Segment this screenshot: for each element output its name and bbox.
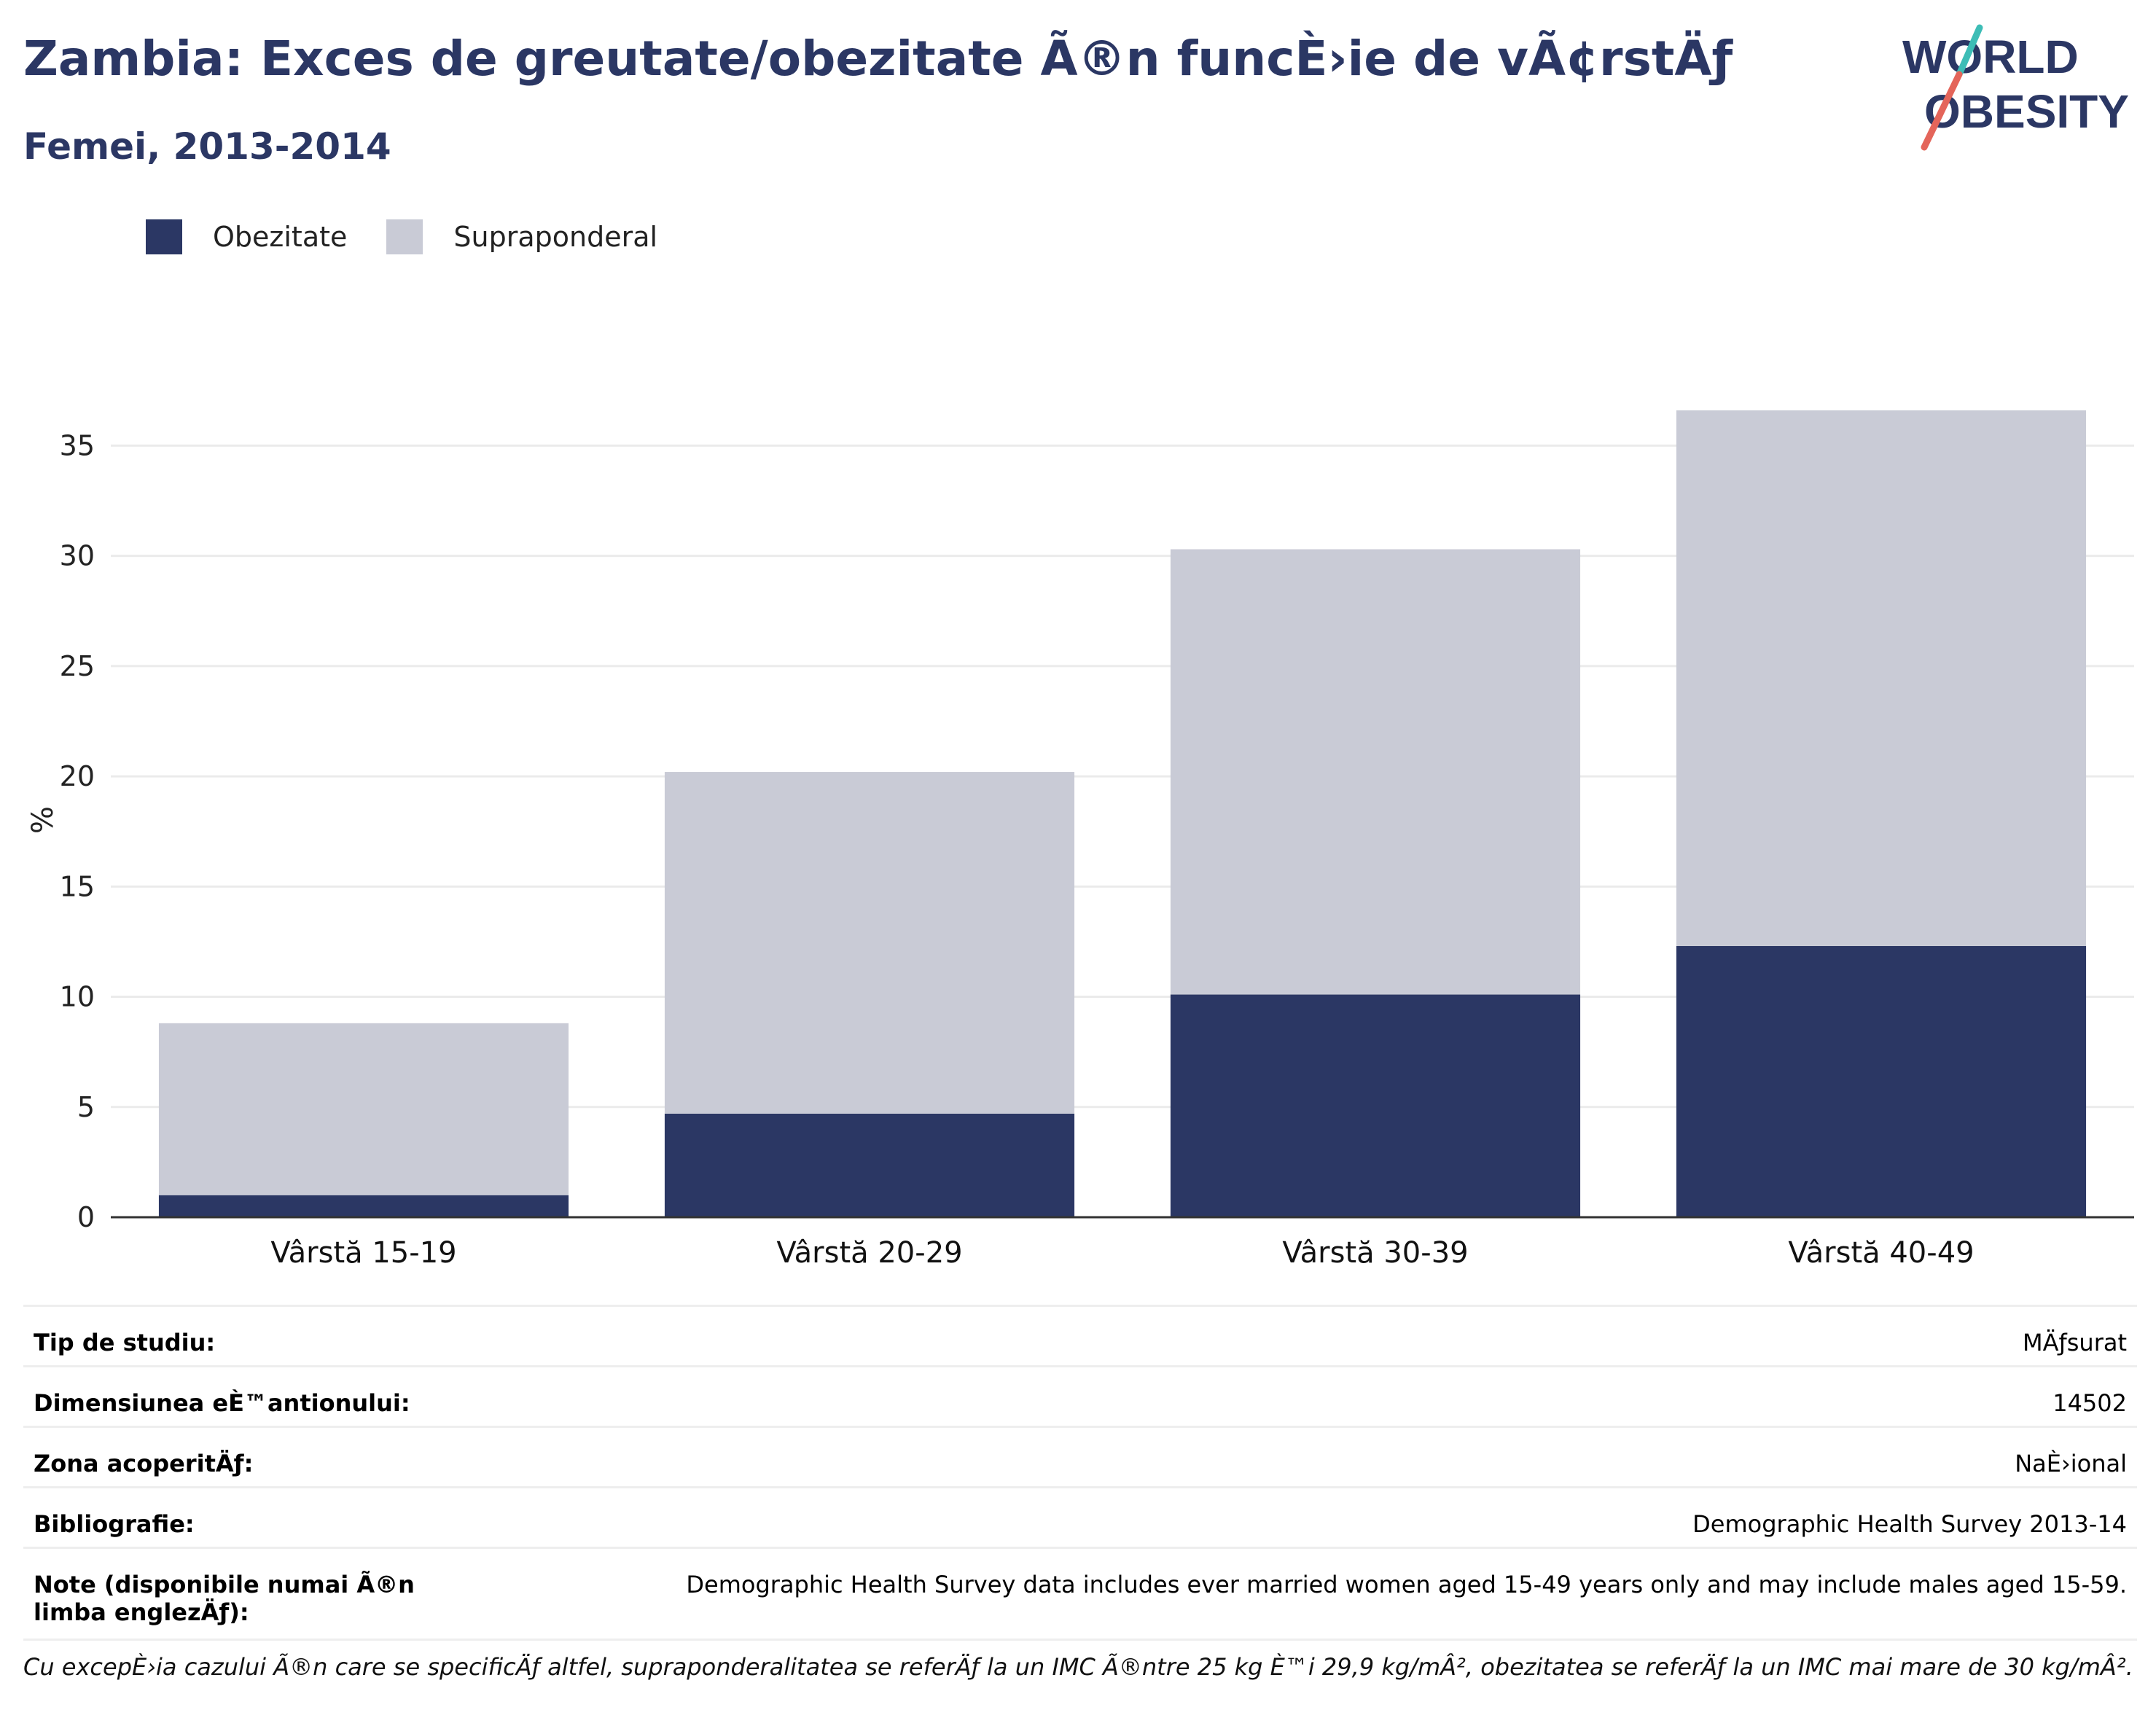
x-tick-label: Vârstă 30-39 [1282, 1236, 1468, 1270]
x-tick-label: Vârstă 20-29 [776, 1236, 962, 1270]
bar-supraponderal [158, 1023, 569, 1195]
info-label: Dimensiunea eÈ™antionului: [23, 1365, 496, 1427]
bar-supraponderal [1676, 410, 2087, 946]
chart-legend: Obezitate Supraponderal [146, 219, 697, 255]
info-label: Note (disponibile numai Ã®n limba englez… [23, 1547, 496, 1641]
info-label: Zona acoperitÄƒ: [23, 1426, 496, 1488]
y-tick-label: 35 [60, 429, 95, 461]
y-tick-label: 5 [77, 1091, 95, 1123]
info-value: 14502 [496, 1365, 2137, 1427]
chart-title: Zambia: Exces de greutate/obezitate Ã®n … [23, 31, 1733, 87]
info-label: Bibliografie: [23, 1486, 496, 1548]
info-row: Tip de studiu: MÄƒsurat [23, 1305, 2137, 1367]
info-row: Dimensiunea eÈ™antionului: 14502 [23, 1365, 2137, 1427]
y-tick-label: 10 [60, 981, 95, 1013]
y-tick-label: 30 [60, 540, 95, 572]
info-value: MÄƒsurat [496, 1305, 2137, 1367]
legend-swatch [146, 219, 182, 254]
svg-text:OBESITY: OBESITY [1924, 85, 2129, 138]
info-value: NaÈ›ional [496, 1426, 2137, 1488]
footnote: Cu excepÈ›ia cazului Ã®n care se specifi… [23, 1653, 2133, 1681]
legend-swatch [386, 219, 423, 254]
world-obesity-logo: WORLD OBESITY [1902, 24, 2129, 151]
info-row: Bibliografie: Demographic Health Survey … [23, 1486, 2137, 1548]
y-tick-label: 25 [60, 650, 95, 682]
bar-obezitate [664, 1113, 1075, 1217]
y-tick-label: 15 [60, 870, 95, 902]
legend-label: Supraponderal [453, 221, 658, 253]
stacked-bar-chart: 0 5 10 15 20 25 30 35% Vârstă 15-19 Vârstă 20-29 V… [26, 410, 2134, 1270]
info-row: Note (disponibile numai Ã®n limba englez… [23, 1547, 2137, 1641]
bar-obezitate [1676, 945, 2087, 1217]
info-row: Zona acoperitÄƒ: NaÈ›ional [23, 1426, 2137, 1488]
chart-subtitle: Femei, 2013-2014 [23, 125, 391, 168]
y-tick-label: 0 [77, 1201, 95, 1233]
bar-obezitate [158, 1195, 569, 1217]
legend-item-supraponderal: Supraponderal [386, 219, 657, 254]
x-tick-label: Vârstă 40-49 [1788, 1236, 1974, 1270]
bar-supraponderal [664, 772, 1075, 1114]
legend-label: Obezitate [213, 221, 348, 253]
svg-text:WORLD: WORLD [1902, 31, 2079, 83]
info-label: Tip de studiu: [23, 1305, 496, 1367]
info-value: Demographic Health Survey 2013-14 [496, 1486, 2137, 1548]
y-tick-label: 20 [60, 760, 95, 792]
legend-item-obezitate: Obezitate [146, 219, 347, 254]
survey-info-table: Tip de studiu: MÄƒsurat Dimensiunea eÈ™a… [23, 1305, 2137, 1641]
bar-supraponderal [1170, 549, 1581, 995]
y-axis-label: % [26, 806, 60, 834]
x-tick-label: Vârstă 15-19 [270, 1236, 456, 1270]
bar-obezitate [1170, 994, 1581, 1217]
info-value: Demographic Health Survey data includes … [496, 1547, 2137, 1641]
